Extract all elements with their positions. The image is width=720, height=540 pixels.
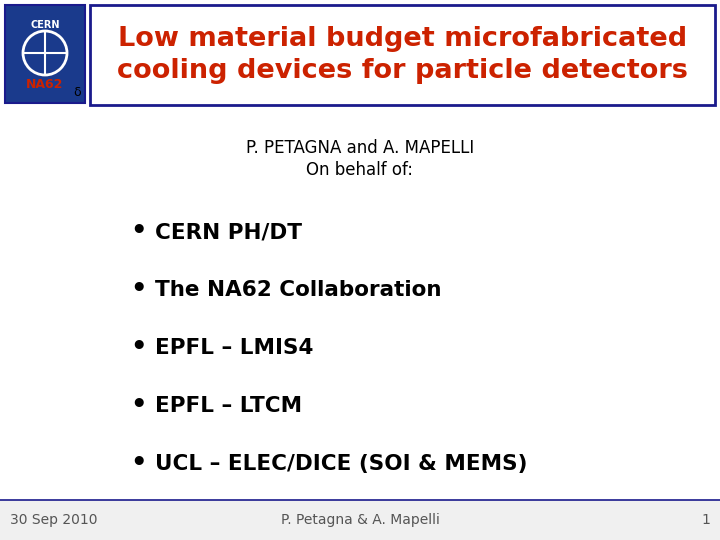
Text: UCL – ELEC/DICE (SOI & MEMS): UCL – ELEC/DICE (SOI & MEMS): [155, 454, 528, 474]
Text: P. PETAGNA and A. MAPELLI: P. PETAGNA and A. MAPELLI: [246, 139, 474, 157]
Text: •: •: [130, 393, 146, 419]
Text: P. Petagna & A. Mapelli: P. Petagna & A. Mapelli: [281, 513, 439, 527]
Text: CERN: CERN: [30, 20, 60, 30]
Text: NA62: NA62: [27, 78, 63, 91]
Text: 30 Sep 2010: 30 Sep 2010: [10, 513, 97, 527]
Text: •: •: [130, 451, 146, 477]
Text: The NA62 Collaboration: The NA62 Collaboration: [155, 280, 441, 300]
Text: On behalf of:: On behalf of:: [307, 161, 413, 179]
Text: CERN PH/DT: CERN PH/DT: [155, 222, 302, 242]
Bar: [90, 5, 715, 105]
Text: EPFL – LMIS4: EPFL – LMIS4: [155, 338, 313, 358]
Text: 1: 1: [701, 513, 710, 527]
Text: EPFL – LTCM: EPFL – LTCM: [155, 396, 302, 416]
Bar: [5, 5, 85, 103]
Text: •: •: [130, 219, 146, 245]
Text: Low material budget microfabricated
cooling devices for particle detectors: Low material budget microfabricated cool…: [117, 25, 688, 84]
Bar: [0, 500, 720, 540]
Text: •: •: [130, 277, 146, 303]
Text: δ: δ: [73, 86, 81, 99]
Text: •: •: [130, 335, 146, 361]
